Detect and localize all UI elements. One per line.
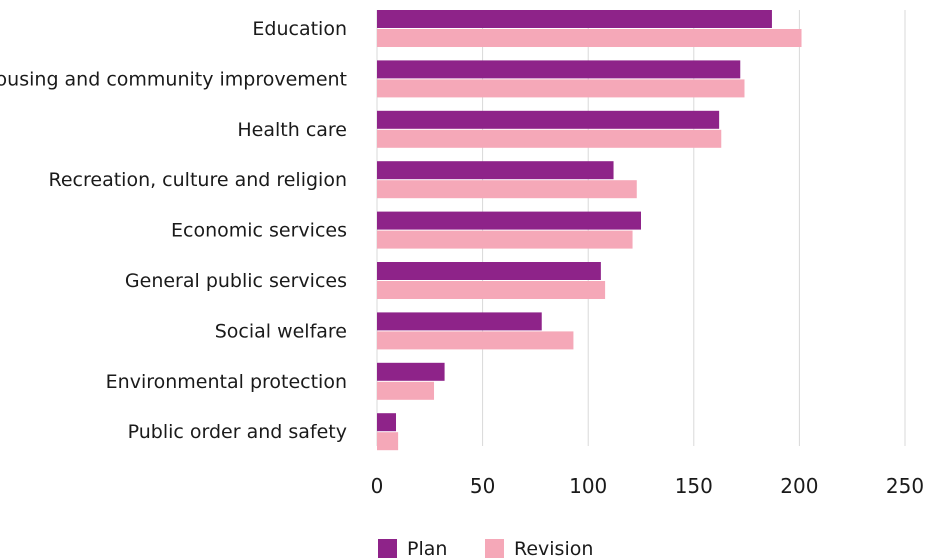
- category-label-social-welfare: Social welfare: [215, 320, 347, 342]
- bar-revision-recreation-culture-and-religion: [377, 180, 637, 199]
- category-labels: Education Housing and community improveme…: [0, 18, 347, 443]
- bars: [377, 10, 802, 451]
- bar-revision-social-welfare: [377, 331, 574, 350]
- bar-revision-education: [377, 29, 802, 47]
- bar-plan-environmental-protection: [377, 362, 445, 381]
- legend-swatch-plan: [378, 539, 397, 558]
- category-label-environmental-protection: Environmental protection: [106, 371, 347, 393]
- legend-label-revision: Revision: [514, 538, 593, 560]
- bar-revision-housing-and-community-improvement: [377, 79, 745, 98]
- x-tick-label-50: 50: [470, 474, 495, 498]
- category-label-general-public-services: General public services: [125, 270, 347, 292]
- bar-revision-economic-services: [377, 230, 633, 249]
- bar-revision-health-care: [377, 129, 722, 148]
- bar-plan-health-care: [377, 110, 720, 129]
- legend-label-plan: Plan: [407, 538, 447, 560]
- bar-revision-general-public-services: [377, 281, 606, 299]
- bar-plan-education: [377, 10, 772, 28]
- category-label-economic-services: Economic services: [171, 220, 347, 242]
- x-tick-label-150: 150: [675, 474, 713, 498]
- x-axis-ticks: 0 50 100 150 200 250: [371, 474, 924, 498]
- x-tick-label-250: 250: [886, 474, 924, 498]
- bar-plan-public-order-and-safety: [377, 413, 397, 432]
- x-tick-label-100: 100: [569, 474, 607, 498]
- bar-plan-general-public-services: [377, 262, 601, 280]
- legend-swatch-revision: [485, 539, 504, 558]
- legend: Plan Revision: [378, 538, 593, 560]
- bar-plan-social-welfare: [377, 312, 542, 331]
- category-label-education: Education: [252, 18, 347, 40]
- bar-revision-public-order-and-safety: [377, 432, 399, 451]
- bar-plan-housing-and-community-improvement: [377, 60, 741, 79]
- bar-plan-recreation-culture-and-religion: [377, 161, 614, 180]
- bar-plan-economic-services: [377, 211, 641, 230]
- bar-revision-environmental-protection: [377, 381, 435, 400]
- x-tick-label-200: 200: [780, 474, 818, 498]
- category-label-recreation-culture-and-religion: Recreation, culture and religion: [49, 169, 348, 191]
- x-tick-label-0: 0: [371, 474, 384, 498]
- category-label-public-order-and-safety: Public order and safety: [128, 421, 347, 443]
- category-label-housing-and-community-improvement: Housing and community improvement: [0, 68, 347, 90]
- category-label-health-care: Health care: [237, 119, 347, 141]
